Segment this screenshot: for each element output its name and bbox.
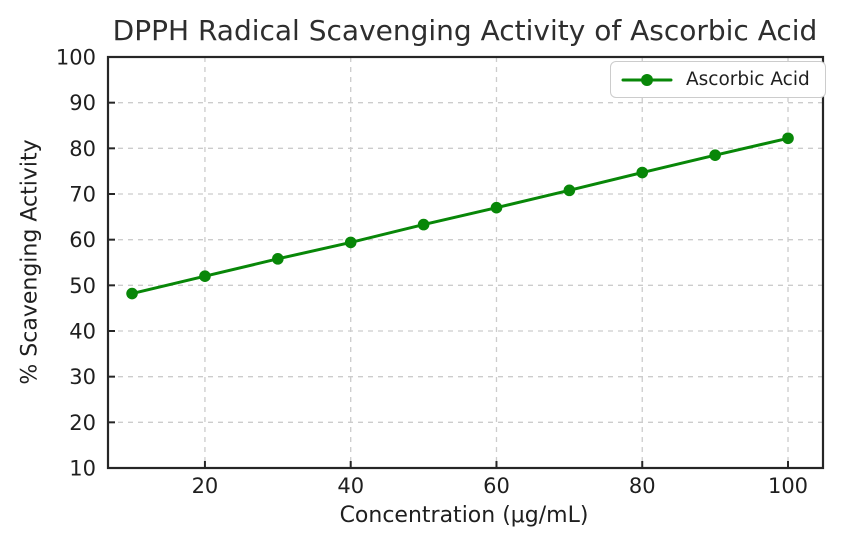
data-point (782, 132, 794, 145)
data-point (126, 287, 138, 300)
legend-label: Ascorbic Acid (686, 69, 810, 90)
x-tick-label: 40 (337, 474, 364, 498)
y-tick-label: 90 (69, 91, 96, 115)
y-tick-label: 40 (69, 320, 96, 344)
x-tick-label: 60 (483, 474, 510, 498)
y-tick-label: 50 (69, 274, 96, 298)
data-point (490, 201, 503, 214)
chart-title: DPPH Radical Scavenging Activity of Asco… (112, 14, 818, 47)
y-tick-label: 80 (69, 137, 96, 161)
y-tick-label: 70 (69, 183, 96, 207)
x-tick-label: 80 (629, 474, 656, 498)
data-point (563, 184, 576, 197)
data-point (199, 270, 211, 283)
data-point (344, 236, 357, 249)
y-tick-label: 10 (69, 457, 96, 481)
legend: Ascorbic Acid (610, 61, 826, 98)
legend-line-marker-icon (621, 73, 673, 86)
plot-frame (106, 55, 825, 470)
x-tick-label: 20 (192, 474, 219, 498)
x-axis-label: Concentration (μg/mL) (339, 503, 589, 528)
data-line (130, 136, 790, 296)
data-point (636, 166, 649, 179)
y-tick-label: 20 (69, 411, 96, 435)
y-tick-label: 60 (69, 228, 96, 252)
x-tick-label: 100 (768, 474, 808, 498)
data-point (709, 149, 721, 161)
data-point (417, 218, 430, 231)
data-point (272, 253, 284, 265)
y-tick-label: 100 (56, 46, 96, 70)
y-tick-label: 30 (69, 365, 96, 389)
